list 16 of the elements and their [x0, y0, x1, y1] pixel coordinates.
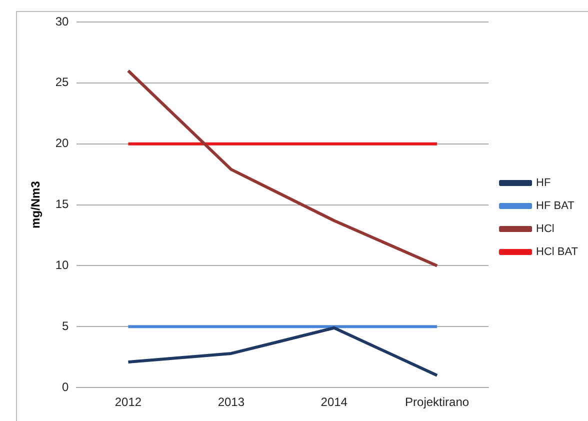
- x-tick-label: Projektirano: [405, 395, 470, 410]
- legend-label: HCl BAT: [536, 246, 578, 258]
- y-tick-label: 25: [55, 75, 70, 90]
- y-tick-label: 15: [55, 197, 70, 212]
- legend-label: HCl: [536, 223, 554, 236]
- y-tick-label: 20: [55, 136, 70, 150]
- y-tick-label: 0: [62, 380, 70, 394]
- y-tick-label: 10: [55, 258, 70, 272]
- x-tick-label: 2013: [218, 395, 245, 410]
- y-axis-title: mg/Nm3: [28, 180, 43, 228]
- x-tick-label: 2012: [114, 395, 142, 410]
- legend-label: HF BAT: [536, 200, 575, 212]
- y-tick-label: 5: [62, 318, 70, 333]
- y-tick-label: 30: [55, 14, 70, 28]
- x-tick-label: 2014: [320, 395, 348, 410]
- legend-label: HF: [536, 177, 551, 190]
